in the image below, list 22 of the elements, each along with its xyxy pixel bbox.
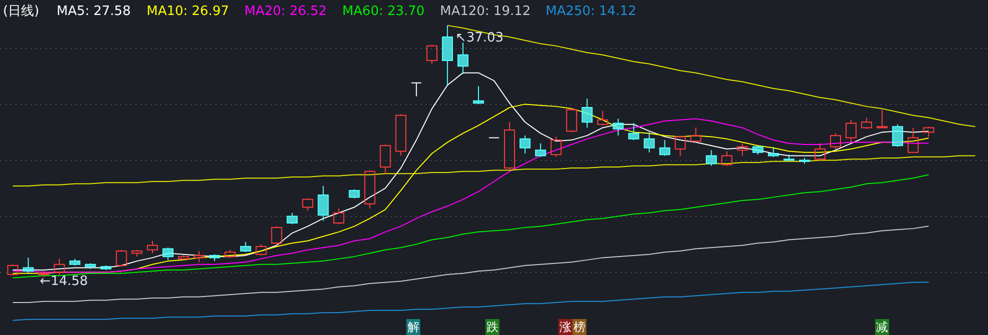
candlestick xyxy=(318,185,329,222)
chart-title: (日线) xyxy=(3,4,40,19)
text: MA20: 26.52 xyxy=(244,4,327,19)
candlestick xyxy=(520,135,531,154)
text: MA250: 14.12 xyxy=(546,4,636,19)
annotation: 榜 xyxy=(573,320,586,334)
annotation: ↖37.03 xyxy=(455,30,504,46)
annotation: 跌 xyxy=(486,320,498,334)
candlestick xyxy=(768,147,779,158)
candlestick xyxy=(582,98,593,128)
annotation: 减 xyxy=(876,320,888,334)
annotation: 涨 xyxy=(559,320,572,334)
candlestick xyxy=(442,24,453,87)
text: MA5: 27.58 xyxy=(56,4,131,19)
text: MA10: 26.97 xyxy=(146,4,229,19)
annotation: ←14.58 xyxy=(40,274,88,289)
annotation: 解 xyxy=(407,320,420,334)
candlestick xyxy=(457,42,468,74)
candlestick xyxy=(736,142,748,156)
candlestick xyxy=(690,127,702,143)
text: MA60: 23.70 xyxy=(342,4,425,19)
text: MA120: 19.12 xyxy=(440,4,531,19)
